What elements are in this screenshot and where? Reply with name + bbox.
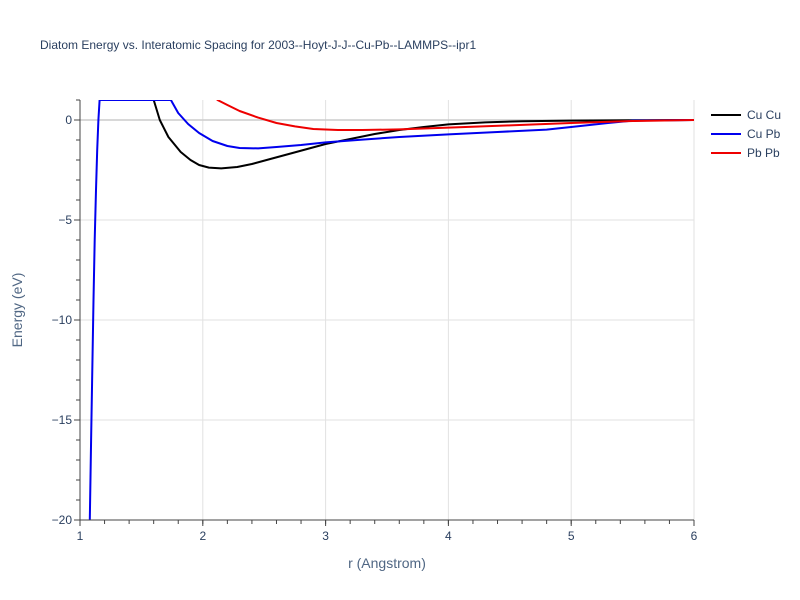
x-tick-label: 6 — [691, 529, 698, 543]
tick-labels: 1 2 3 4 5 6 0 −5 −10 −15 −20 — [52, 113, 698, 543]
x-tick-label: 4 — [445, 529, 452, 543]
x-tick-label: 1 — [77, 529, 84, 543]
chart-title: Diatom Energy vs. Interatomic Spacing fo… — [40, 38, 477, 52]
series-line-cu-cu[interactable] — [152, 100, 694, 170]
legend-item-cu-pb[interactable]: Cu Pb — [711, 127, 781, 141]
x-axis-title: r (Angstrom) — [348, 555, 426, 571]
y-tick-label: −20 — [52, 513, 73, 527]
axes — [74, 99, 695, 526]
legend[interactable]: Cu Cu Cu Pb Pb Pb — [711, 108, 781, 160]
legend-item-pb-pb[interactable]: Pb Pb — [711, 146, 780, 160]
x-tick-label: 5 — [568, 529, 575, 543]
legend-label: Pb Pb — [747, 146, 780, 160]
x-tick-label: 2 — [199, 529, 206, 543]
legend-label: Cu Cu — [747, 108, 781, 122]
y-tick-label: −10 — [52, 313, 73, 327]
legend-label: Cu Pb — [747, 127, 781, 141]
y-tick-label: −15 — [52, 413, 73, 427]
series-line-pb-pb[interactable] — [216, 100, 695, 131]
y-tick-label: 0 — [65, 113, 72, 127]
legend-item-cu-cu[interactable]: Cu Cu — [711, 108, 781, 122]
x-tick-label: 3 — [322, 529, 329, 543]
grid — [80, 100, 695, 520]
y-tick-label: −5 — [58, 213, 72, 227]
y-axis-title: Energy (eV) — [9, 273, 25, 348]
series-group — [88, 100, 695, 520]
series-line-cu-pb[interactable] — [88, 100, 694, 520]
